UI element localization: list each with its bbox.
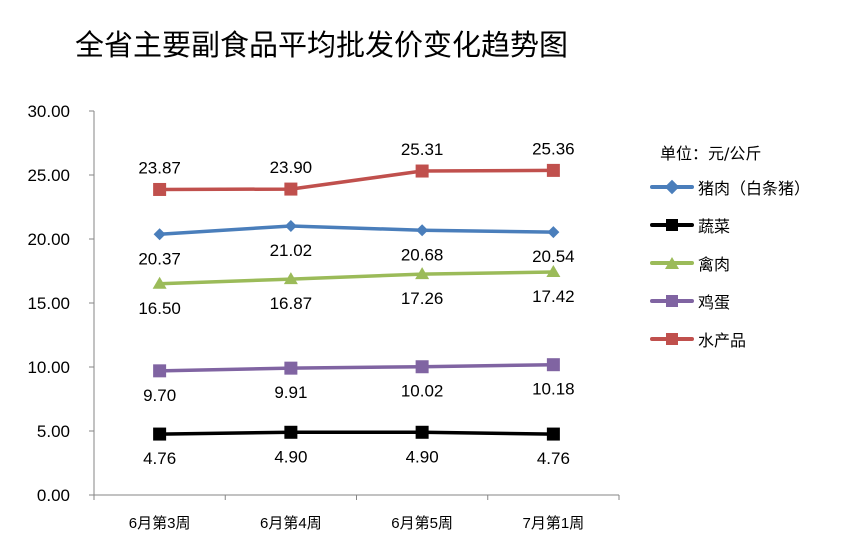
data-label: 23.87 [138,158,181,177]
y-tick-label: 30.00 [27,102,70,121]
series-2: 16.50 16.87 17.26 17.42 [138,265,575,318]
series-4: 23.87 23.90 25.31 25.36 [138,139,575,196]
square-marker [415,425,429,439]
square-marker [284,361,298,375]
legend-swatch-icon [650,332,694,346]
series-line [159,224,554,237]
y-tick-label: 20.00 [27,230,70,249]
y-tick-label: 15.00 [27,294,70,313]
legend-item: 禽肉 [650,244,810,282]
diamond-marker [416,224,429,237]
series-0: 20.37 21.02 20.68 20.54 [138,219,575,268]
data-label: 25.31 [401,140,444,159]
legend-swatch-icon [650,218,694,232]
data-label: 4.76 [537,449,570,468]
legend-swatch-icon [650,179,694,195]
square-marker [415,164,429,178]
legend-swatch-icon [650,256,694,270]
triangle-marker [546,265,561,278]
series-3: 9.70 9.91 10.02 10.18 [143,358,575,405]
y-tick-label: 0.00 [37,486,70,505]
triangle-marker [283,272,298,285]
series-line [159,362,554,373]
legend-item: 鸡蛋 [650,282,810,320]
square-marker [546,427,560,441]
diamond-marker [284,219,297,232]
data-label: 20.68 [401,245,444,264]
square-marker [284,182,298,196]
square-marker [546,358,560,372]
y-tick-label: 10.00 [27,358,70,377]
series-line [159,430,554,436]
data-label: 20.37 [138,249,181,268]
x-tick-label: 7月第1周 [523,514,585,532]
data-label: 20.54 [532,247,575,266]
data-label: 17.26 [401,289,444,308]
data-label: 23.90 [270,158,313,177]
triangle-marker [152,276,167,289]
data-label: 17.42 [532,287,575,306]
triangle-marker [415,267,430,280]
data-label: 10.02 [401,382,444,401]
x-tick-label: 6月第5周 [391,514,453,532]
legend: 单位：元/公斤 猪肉（白条猪） 蔬菜禽肉鸡蛋水产品 [650,140,810,358]
legend-item: 水产品 [650,320,810,358]
y-tick-label: 25.00 [27,166,70,185]
square-marker [153,427,167,441]
unit-label: 单位：元/公斤 [660,144,762,163]
data-label: 10.18 [532,380,575,399]
legend-label: 水产品 [698,331,747,350]
legend-label: 禽肉 [698,255,731,274]
legend-swatch-icon [650,294,694,308]
chart-title: 全省主要副食品平均批发价变化趋势图 [75,28,569,62]
diamond-marker [547,226,560,239]
square-marker [546,163,560,177]
square-marker [153,364,167,378]
legend-label: 猪肉（白条猪） [698,179,811,198]
data-label: 4.90 [274,447,307,466]
legend-label: 蔬菜 [698,217,731,236]
data-label: 9.91 [274,383,307,402]
series-line [159,270,554,286]
legend-item: 蔬菜 [650,206,810,244]
data-label: 16.50 [138,299,181,318]
x-tick-label: 6月第3周 [129,514,191,532]
y-tick-label: 5.00 [37,422,70,441]
square-marker [415,360,429,374]
legend-item: 猪肉（白条猪） [650,168,810,206]
series-line [159,168,554,192]
diamond-marker [153,228,166,241]
legend-label: 鸡蛋 [698,293,731,312]
data-label: 21.02 [270,241,313,260]
data-label: 4.90 [406,447,439,466]
data-label: 16.87 [270,294,313,313]
x-tick-label: 6月第4周 [260,514,322,532]
data-label: 4.76 [143,449,176,468]
series-1: 4.76 4.90 4.90 4.76 [143,425,570,468]
square-marker [153,182,167,196]
data-label: 9.70 [143,386,176,405]
square-marker [284,425,298,439]
data-label: 25.36 [532,139,575,158]
